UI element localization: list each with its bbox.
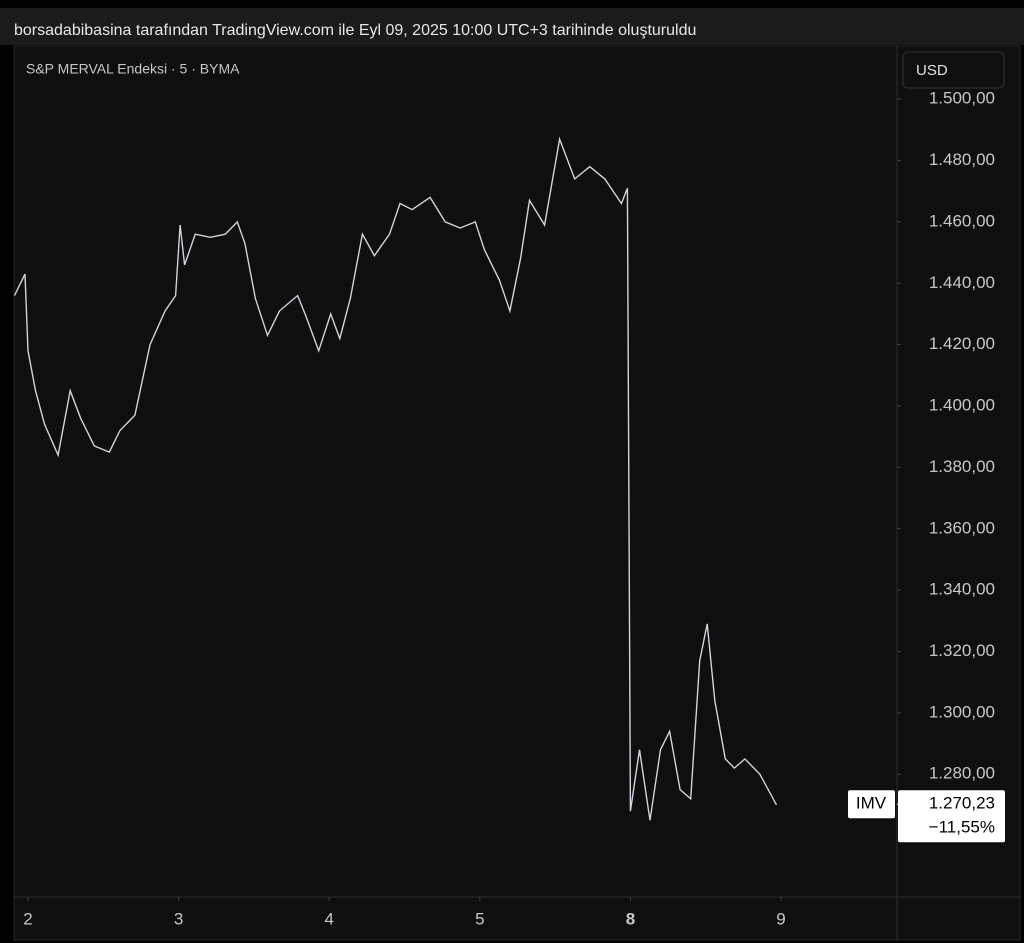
x-tick-label: 4	[324, 909, 333, 928]
header-text: borsadabibasina tarafından TradingView.c…	[14, 22, 696, 39]
y-tick-label: 1.380,00	[929, 457, 995, 476]
y-tick-label: 1.440,00	[929, 273, 995, 292]
y-tick-label: 1.400,00	[929, 396, 995, 415]
symbol-label: IMV	[856, 794, 887, 813]
x-tick-label: 5	[475, 909, 484, 928]
x-tick-label: 2	[23, 909, 32, 928]
y-tick-label: 1.500,00	[929, 89, 995, 108]
x-tick-label: 3	[174, 909, 183, 928]
legend: S&P MERVAL Endeksi · 5 · BYMA	[26, 61, 240, 77]
change-label: −11,55%	[929, 818, 995, 837]
header-bar	[0, 8, 1024, 45]
x-tick-label: 8	[626, 909, 635, 928]
symbol-box	[848, 790, 895, 819]
y-tick-label: 1.480,00	[929, 150, 995, 169]
price-box	[898, 790, 1005, 843]
currency-label[interactable]: USD	[916, 62, 948, 79]
y-tick-label: 1.320,00	[929, 641, 995, 660]
x-tick-label: 9	[776, 909, 785, 928]
y-tick-label: 1.420,00	[929, 334, 995, 353]
price-label: 1.270,23	[929, 794, 995, 813]
y-tick-label: 1.360,00	[929, 518, 995, 537]
price-line	[13, 136, 778, 821]
y-tick-label: 1.300,00	[929, 702, 995, 721]
currency-button[interactable]	[902, 51, 1005, 89]
y-tick-label: 1.460,00	[929, 211, 995, 230]
y-tick-label: 1.280,00	[929, 764, 995, 783]
y-tick-label: 1.340,00	[929, 580, 995, 599]
